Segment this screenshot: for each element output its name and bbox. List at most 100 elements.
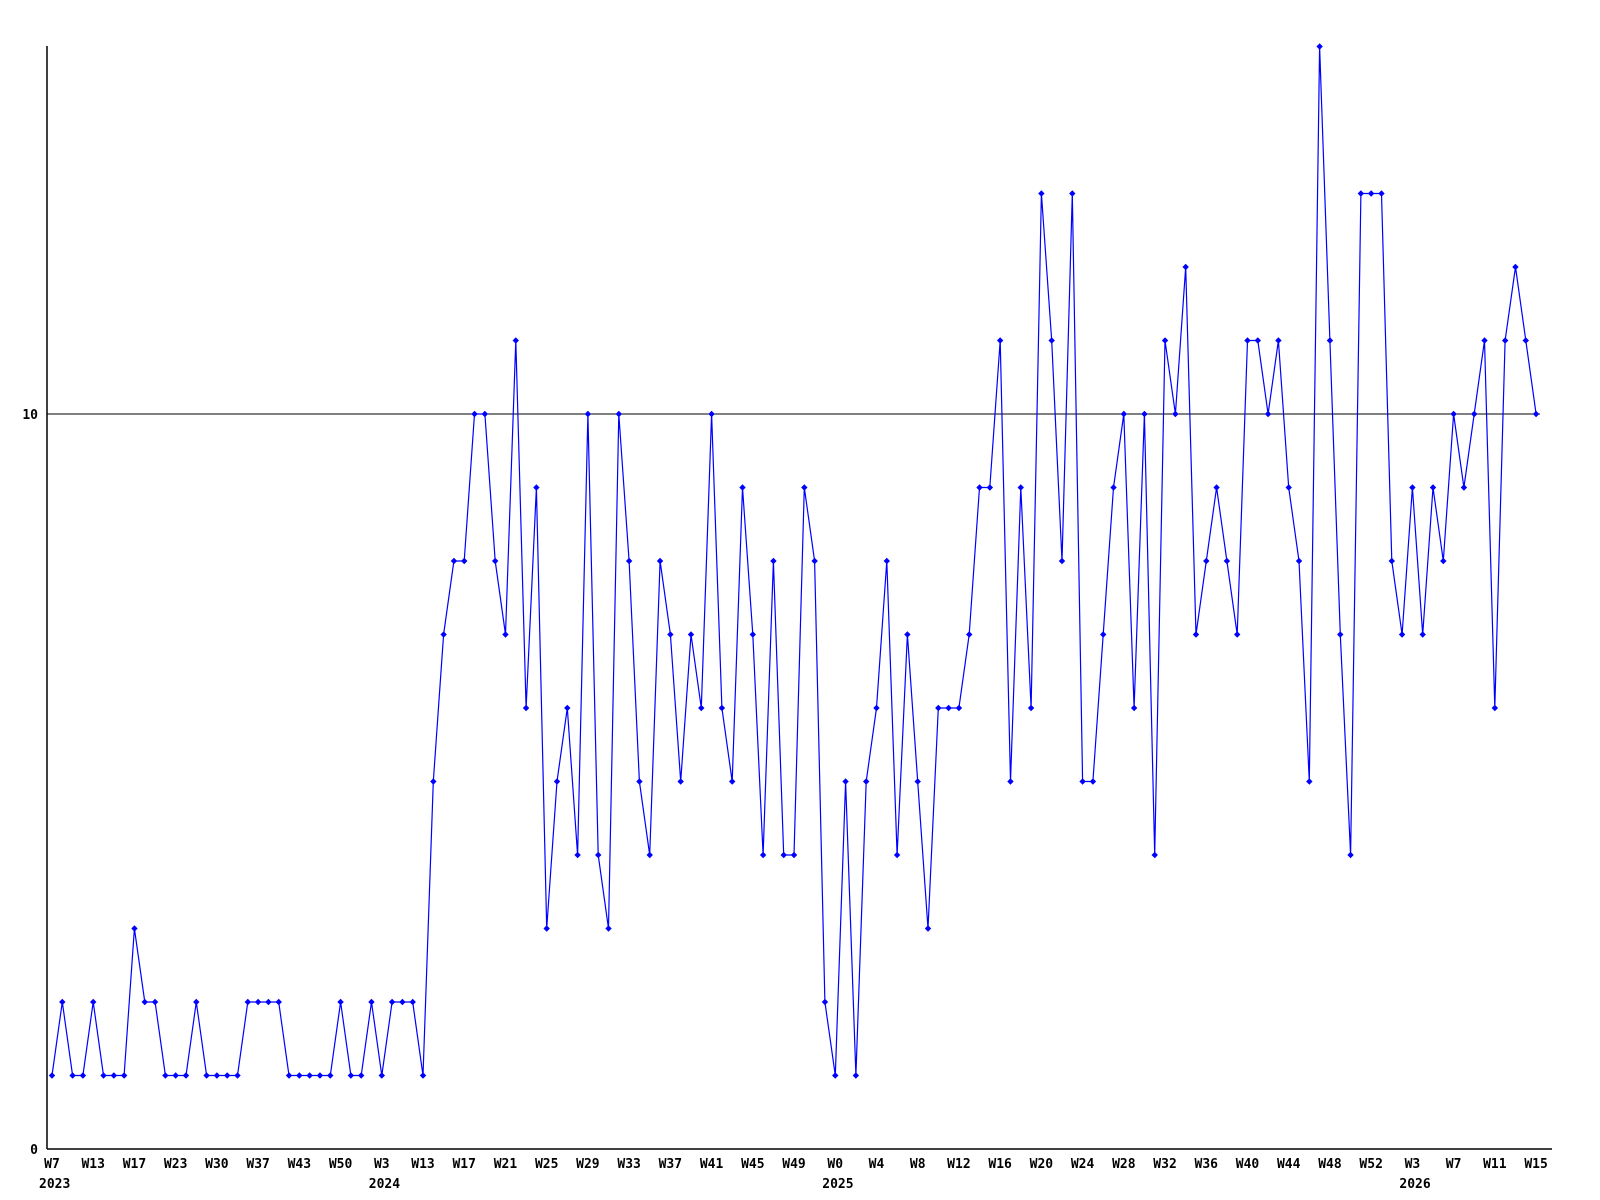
data-point-marker	[162, 1072, 169, 1079]
x-tick-label: W33	[617, 1157, 640, 1172]
data-point-marker	[698, 704, 705, 712]
data-point-marker	[1203, 557, 1210, 565]
data-point-marker	[656, 557, 664, 565]
x-tick-label: W45	[741, 1157, 764, 1172]
x-tick-label: W30	[205, 1157, 229, 1172]
data-point-marker	[1337, 631, 1344, 638]
data-point-marker	[357, 1072, 365, 1079]
data-point-marker	[172, 1072, 179, 1079]
data-point-marker	[368, 998, 375, 1006]
data-point-marker	[1079, 778, 1086, 785]
x-tick-label: W37	[246, 1157, 269, 1172]
x-tick-label: W13	[81, 1157, 104, 1172]
data-point-marker	[306, 1072, 313, 1079]
data-point-marker	[625, 557, 633, 565]
x-tick-label: W40	[1236, 1157, 1260, 1172]
data-point-marker	[419, 1072, 427, 1079]
data-point-markers	[48, 43, 1540, 1079]
data-point-marker	[1295, 557, 1303, 565]
data-point-marker	[1285, 484, 1292, 491]
data-point-marker	[780, 851, 787, 859]
data-point-marker	[481, 410, 489, 418]
data-point-marker	[1501, 337, 1509, 344]
data-point-marker	[48, 1072, 56, 1079]
data-point-marker	[904, 631, 911, 638]
data-point-marker	[1130, 704, 1138, 712]
data-point-marker	[203, 1072, 210, 1079]
data-point-marker	[842, 778, 849, 785]
x-tick-label: W8	[910, 1157, 926, 1172]
data-point-marker	[275, 998, 282, 1006]
data-point-marker	[1244, 337, 1251, 344]
data-point-marker	[131, 925, 138, 932]
data-point-marker	[430, 778, 437, 785]
data-point-marker	[502, 631, 509, 638]
data-point-marker	[182, 1072, 190, 1079]
data-point-marker	[1100, 631, 1107, 638]
data-point-marker	[564, 704, 571, 712]
x-tick-label: W50	[329, 1157, 353, 1172]
data-point-marker	[832, 1072, 839, 1079]
data-point-marker	[790, 851, 798, 859]
data-point-marker	[1172, 410, 1179, 418]
data-point-marker	[1481, 337, 1488, 344]
data-point-marker	[461, 557, 468, 565]
data-point-marker	[1048, 337, 1055, 344]
data-point-marker	[1182, 263, 1189, 271]
data-point-marker	[1429, 484, 1437, 491]
data-point-marker	[1398, 631, 1406, 638]
data-point-marker	[213, 1072, 221, 1079]
year-label: 2025	[822, 1177, 853, 1192]
x-tick-label: W28	[1112, 1157, 1136, 1172]
data-point-marker	[1038, 190, 1045, 197]
data-point-marker	[1058, 557, 1066, 565]
x-tick-label: W3	[374, 1157, 390, 1172]
data-point-marker	[811, 557, 818, 565]
data-point-marker	[1522, 337, 1529, 344]
data-point-marker	[1409, 484, 1416, 491]
data-point-marker	[935, 704, 942, 712]
x-tick-label: W17	[123, 1157, 146, 1172]
x-tick-label: W23	[164, 1157, 187, 1172]
data-point-marker	[1388, 557, 1395, 565]
data-point-marker	[1347, 851, 1354, 859]
data-point-marker	[1419, 631, 1426, 638]
data-point-marker	[945, 704, 952, 712]
data-point-marker	[244, 998, 252, 1006]
data-point-marker	[615, 410, 623, 418]
data-point-marker	[409, 998, 416, 1006]
year-label: 2026	[1399, 1177, 1430, 1192]
data-point-marker	[1254, 337, 1262, 344]
data-point-marker	[677, 778, 684, 785]
x-tick-label: W49	[782, 1157, 805, 1172]
data-point-marker	[347, 1072, 355, 1079]
data-point-marker	[1378, 190, 1385, 197]
data-point-marker	[821, 998, 829, 1006]
data-point-marker	[770, 557, 777, 565]
data-point-marker	[110, 1072, 118, 1079]
data-point-marker	[893, 851, 901, 859]
x-tick-label: W43	[288, 1157, 311, 1172]
data-point-marker	[1367, 190, 1375, 197]
data-point-marker	[120, 1072, 128, 1079]
data-point-marker	[1192, 631, 1200, 638]
data-point-marker	[595, 851, 602, 859]
data-point-marker	[337, 998, 344, 1006]
data-point-marker	[667, 631, 674, 638]
data-point-marker	[1357, 190, 1365, 197]
x-tick-label: W36	[1195, 1157, 1219, 1172]
data-point-marker	[79, 1072, 87, 1079]
data-point-marker	[1069, 190, 1076, 197]
data-point-marker	[914, 778, 921, 785]
data-point-marker	[471, 410, 478, 418]
data-point-marker	[193, 998, 200, 1006]
x-tick-label: W48	[1318, 1157, 1342, 1172]
data-point-marker	[553, 778, 561, 785]
x-tick-label: W52	[1359, 1157, 1382, 1172]
data-point-marker	[388, 998, 396, 1006]
data-polyline	[51, 45, 1537, 1077]
data-point-marker	[141, 998, 148, 1006]
data-point-marker	[1532, 410, 1540, 418]
x-tick-label: W7	[44, 1157, 60, 1172]
